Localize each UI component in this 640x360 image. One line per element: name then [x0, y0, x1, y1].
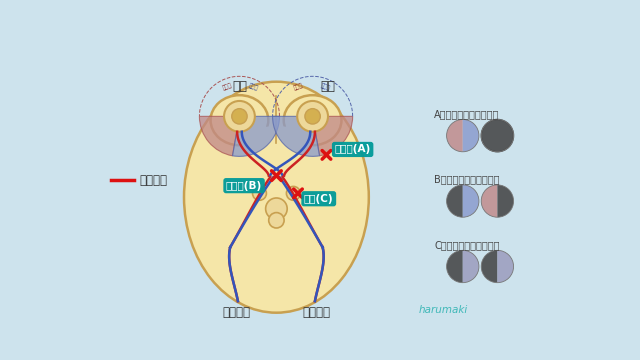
Circle shape	[305, 109, 320, 124]
Ellipse shape	[184, 82, 369, 313]
Circle shape	[297, 101, 328, 132]
Wedge shape	[312, 116, 353, 156]
Text: Bが障害された時の視野: Bが障害された時の視野	[435, 175, 500, 184]
Text: Cが障害された時の視野: Cが障害された時の視野	[435, 240, 500, 250]
Text: 左視覚野: 左視覚野	[222, 306, 250, 319]
Ellipse shape	[211, 95, 268, 145]
Circle shape	[287, 186, 300, 200]
Text: 視神経(A): 視神経(A)	[335, 144, 371, 154]
Circle shape	[224, 101, 255, 132]
Ellipse shape	[240, 126, 313, 168]
Wedge shape	[497, 250, 513, 283]
Wedge shape	[481, 185, 497, 217]
Text: 視索(C): 視索(C)	[304, 194, 333, 204]
Text: Aが障害された時の視野: Aが障害された時の視野	[435, 109, 500, 119]
Wedge shape	[447, 250, 463, 283]
Text: 右視野: 右視野	[319, 83, 330, 91]
Text: 右視覚野: 右視覚野	[303, 306, 330, 319]
Text: 左眼: 左眼	[232, 80, 247, 93]
Wedge shape	[200, 116, 239, 156]
Text: harumaki: harumaki	[419, 305, 468, 315]
Circle shape	[232, 109, 247, 124]
Circle shape	[481, 120, 513, 152]
Text: 右視野: 右視野	[248, 83, 259, 91]
Circle shape	[266, 198, 287, 220]
Text: 左視野: 左視野	[293, 83, 304, 91]
Wedge shape	[463, 185, 479, 217]
Text: 視交叉(B): 視交叉(B)	[226, 181, 262, 191]
Circle shape	[269, 213, 284, 228]
Wedge shape	[463, 120, 479, 152]
Wedge shape	[232, 116, 280, 156]
Wedge shape	[497, 185, 513, 217]
Text: 右眼: 右眼	[321, 80, 335, 93]
Wedge shape	[481, 250, 497, 283]
Ellipse shape	[284, 95, 342, 145]
Wedge shape	[273, 116, 319, 156]
Text: 左視野: 左視野	[221, 83, 233, 91]
Wedge shape	[463, 250, 479, 283]
Circle shape	[253, 186, 266, 200]
Wedge shape	[447, 120, 463, 152]
Text: 障害部位: 障害部位	[140, 174, 167, 187]
Wedge shape	[447, 185, 463, 217]
